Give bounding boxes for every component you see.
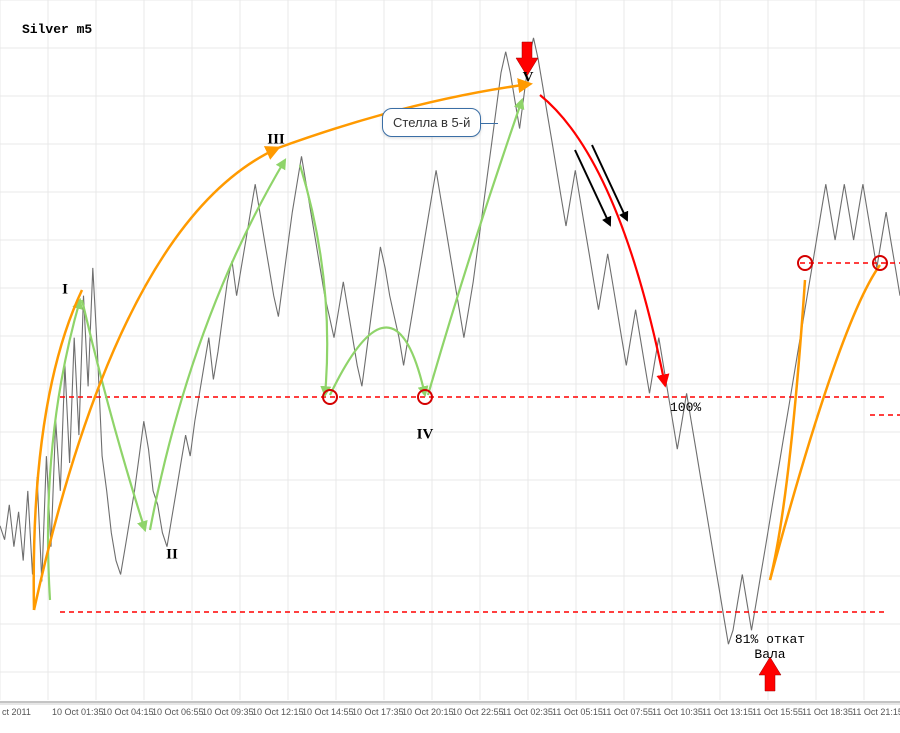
xaxis-label: 10 Oct 14:55 — [302, 707, 354, 717]
xaxis-label: 11 Oct 02:35 — [502, 707, 553, 717]
retrace-caption: 81% откатВала — [735, 632, 805, 662]
xaxis-label: 10 Oct 01:35 — [52, 707, 104, 717]
wave-label-IV: IV — [417, 427, 434, 444]
xaxis-label: 11 Oct 21:15 — [852, 707, 900, 717]
xaxis-label: 10 Oct 06:55 — [152, 707, 204, 717]
wave-label-III: III — [267, 132, 285, 149]
xaxis-label: ct 2011 — [2, 707, 31, 717]
xaxis-label: 10 Oct 09:35 — [202, 707, 254, 717]
wave-label-II: II — [166, 547, 178, 564]
xaxis-label: 10 Oct 17:35 — [352, 707, 404, 717]
xaxis-label: 11 Oct 15:55 — [752, 707, 803, 717]
xaxis-label: 11 Oct 05:15 — [552, 707, 603, 717]
xaxis-label: 10 Oct 04:15 — [102, 707, 154, 717]
xaxis-label: 11 Oct 10:35 — [652, 707, 703, 717]
ret-line1: 81% откат — [735, 632, 805, 647]
callout-stella: Стелла в 5-й — [382, 108, 481, 137]
retrace-label: 100% — [670, 400, 701, 415]
chart-title: Silver m5 — [22, 22, 92, 37]
wave-label-V: V — [523, 70, 534, 87]
ret-line2: Вала — [754, 647, 785, 662]
xaxis-label: 10 Oct 20:15 — [402, 707, 454, 717]
xaxis-label: 11 Oct 13:15 — [702, 707, 753, 717]
xaxis-label: 11 Oct 18:35 — [802, 707, 853, 717]
xaxis-label: 10 Oct 22:55 — [452, 707, 504, 717]
xaxis-label: 10 Oct 12:15 — [252, 707, 304, 717]
wave-label-I: I — [62, 282, 68, 299]
xaxis-label: 11 Oct 07:55 — [602, 707, 653, 717]
